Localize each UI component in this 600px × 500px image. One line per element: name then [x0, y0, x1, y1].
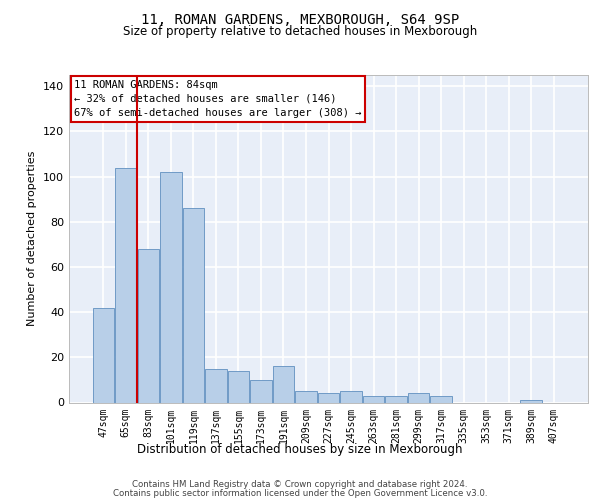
- Bar: [182, 208, 204, 402]
- Bar: [115, 168, 137, 402]
- Bar: [160, 172, 182, 402]
- Bar: [340, 391, 362, 402]
- Bar: [363, 396, 384, 402]
- Bar: [520, 400, 542, 402]
- Bar: [318, 394, 339, 402]
- Bar: [92, 308, 114, 402]
- Bar: [137, 249, 159, 402]
- Text: Size of property relative to detached houses in Mexborough: Size of property relative to detached ho…: [123, 25, 477, 38]
- Bar: [205, 368, 227, 402]
- Bar: [295, 391, 317, 402]
- Bar: [385, 396, 407, 402]
- Text: Distribution of detached houses by size in Mexborough: Distribution of detached houses by size …: [137, 442, 463, 456]
- Text: 11 ROMAN GARDENS: 84sqm
← 32% of detached houses are smaller (146)
67% of semi-d: 11 ROMAN GARDENS: 84sqm ← 32% of detache…: [74, 80, 362, 118]
- Bar: [250, 380, 272, 402]
- Text: 11, ROMAN GARDENS, MEXBOROUGH, S64 9SP: 11, ROMAN GARDENS, MEXBOROUGH, S64 9SP: [141, 12, 459, 26]
- Bar: [430, 396, 452, 402]
- Text: Contains HM Land Registry data © Crown copyright and database right 2024.: Contains HM Land Registry data © Crown c…: [132, 480, 468, 489]
- Bar: [408, 394, 429, 402]
- Text: Contains public sector information licensed under the Open Government Licence v3: Contains public sector information licen…: [113, 489, 487, 498]
- Bar: [273, 366, 294, 402]
- Bar: [228, 371, 249, 402]
- Y-axis label: Number of detached properties: Number of detached properties: [28, 151, 37, 326]
